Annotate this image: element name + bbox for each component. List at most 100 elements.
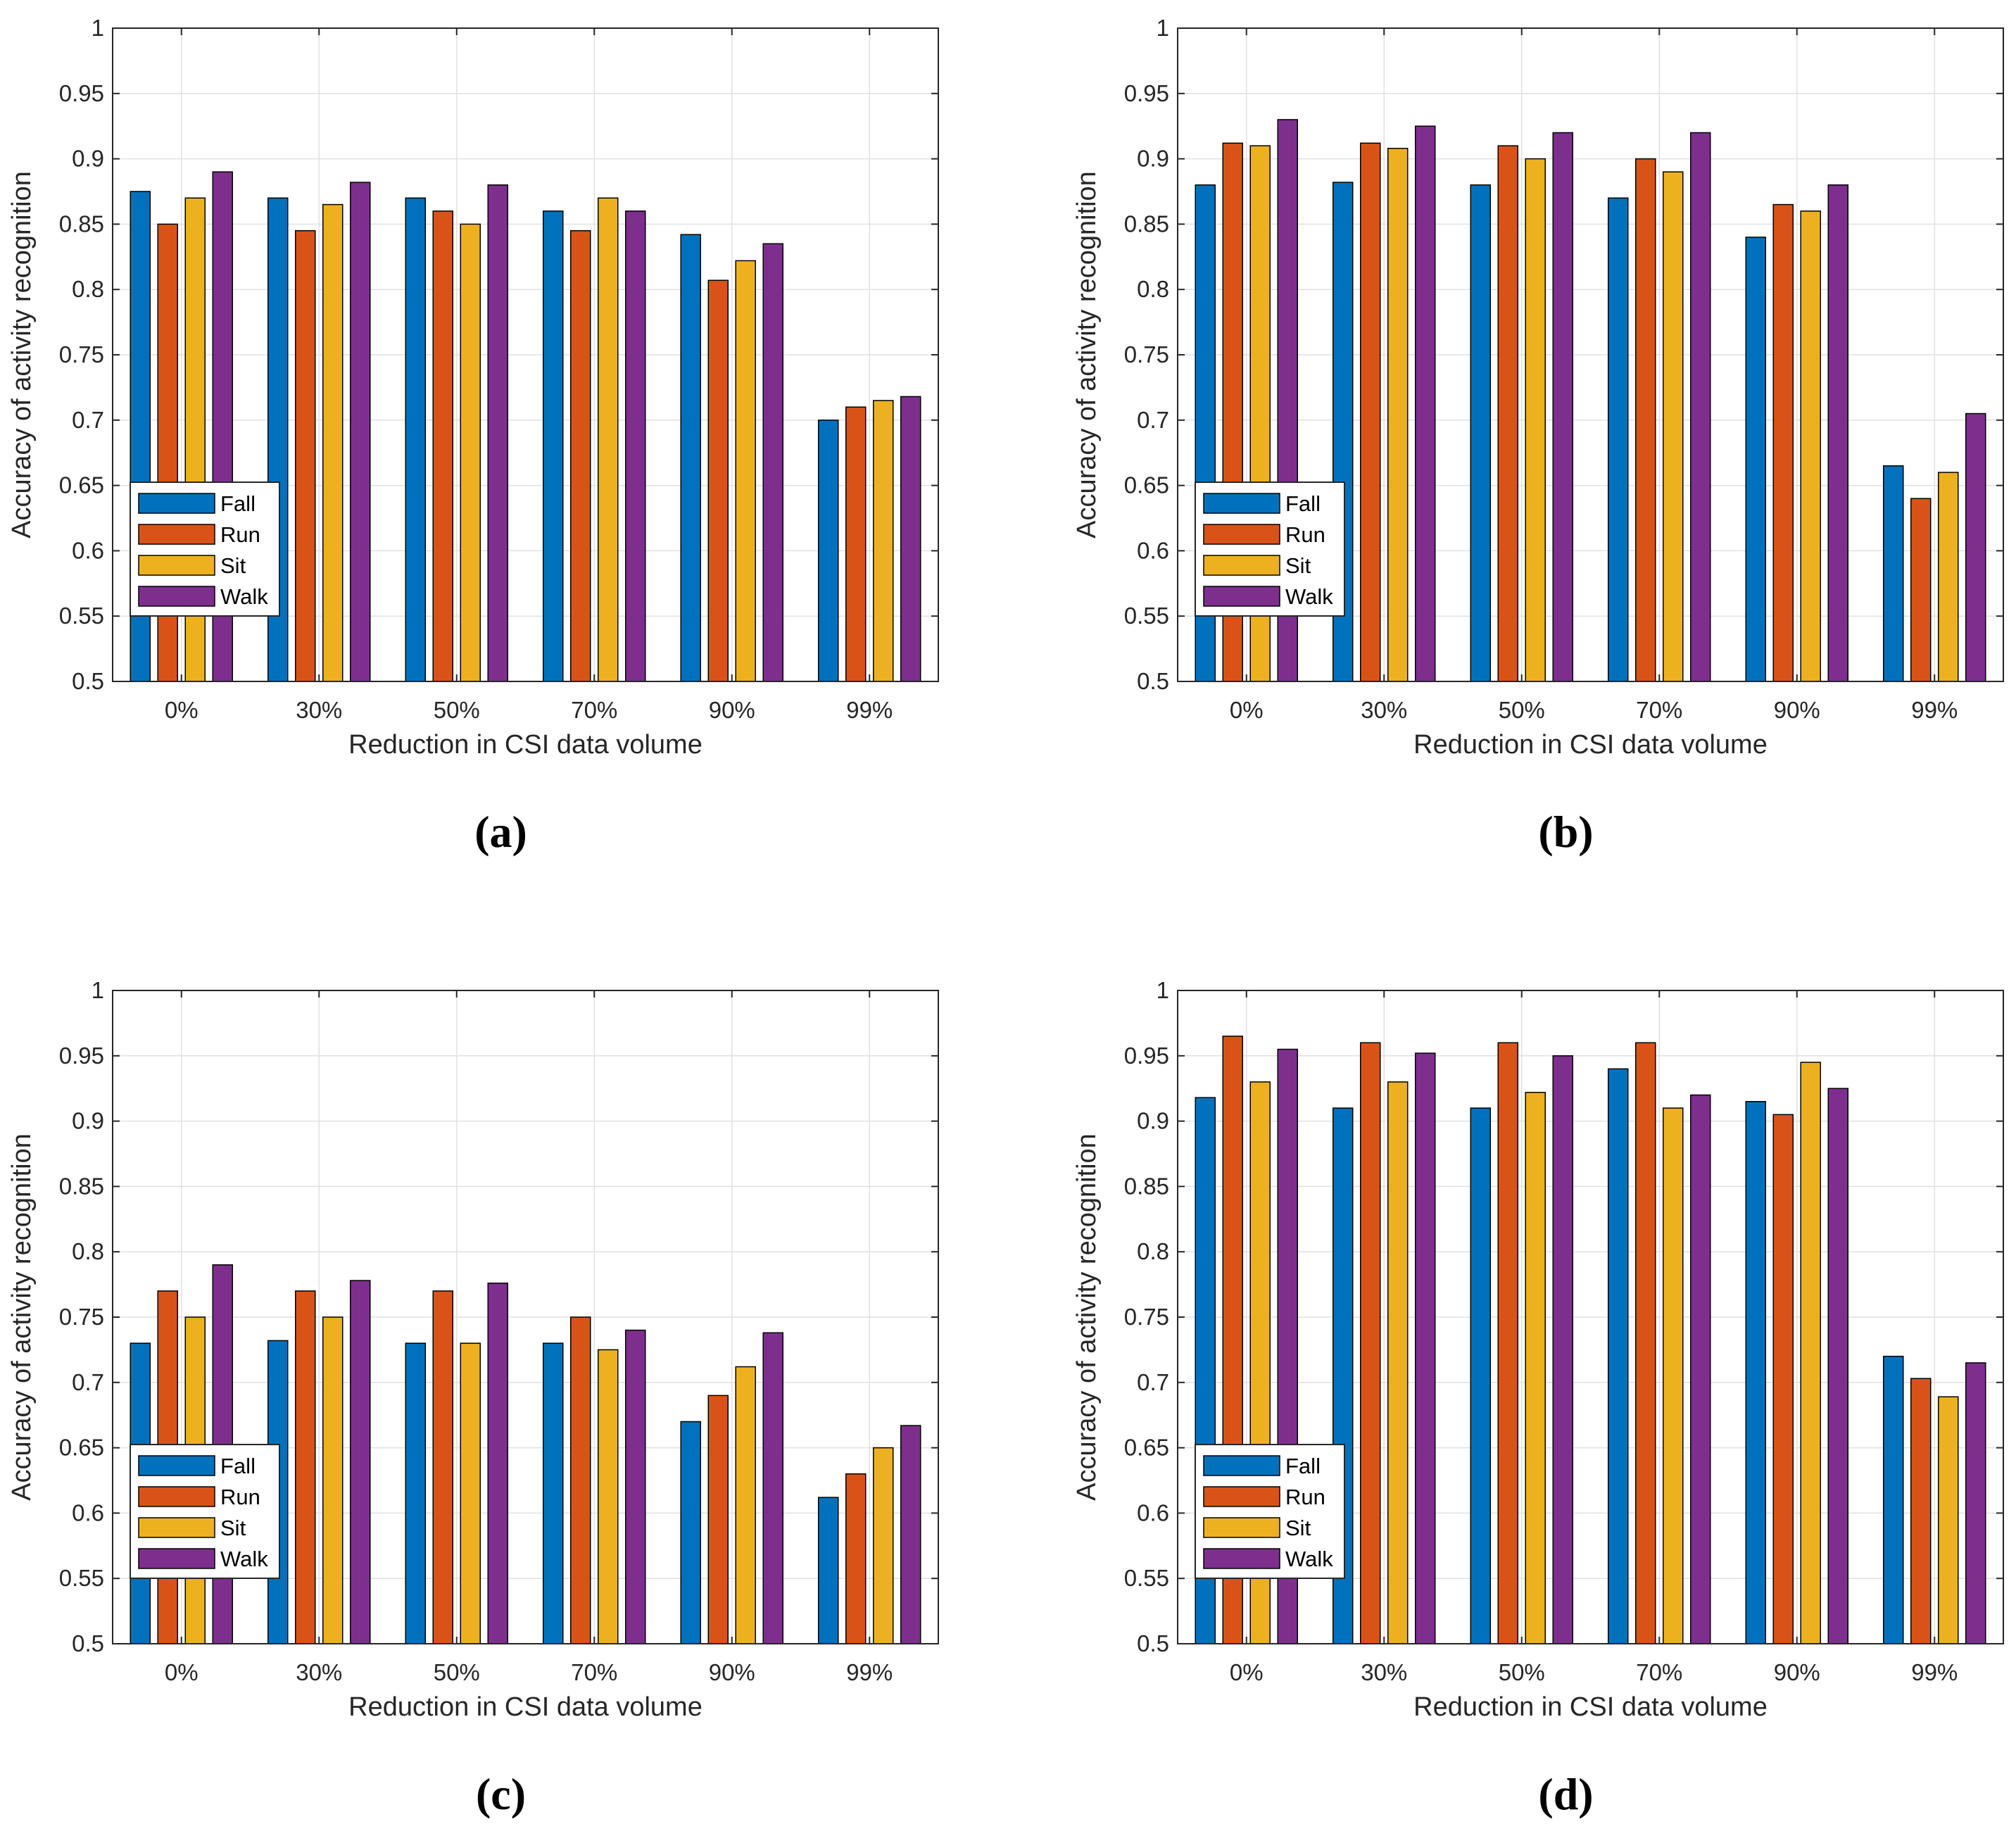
bar-run-99pct [1910,498,1932,682]
bar-sit-90pct [1800,1062,1821,1644]
bar-run-99pct [845,406,867,682]
y-tick-label: 1 [1157,977,1169,1003]
x-tick-label: 70% [1636,1659,1682,1685]
bar-walk-90pct [1827,1088,1848,1644]
y-tick-label: 0.7 [72,407,104,433]
bar-fall-90pct [680,234,701,682]
bar-sit-90pct [1800,210,1821,682]
y-tick-label: 0.75 [1124,1304,1169,1330]
legend-swatch-run [138,1486,215,1507]
bar-walk-30pct [350,182,371,682]
bar-walk-30pct [1415,125,1436,682]
x-tick-label: 30% [1361,1659,1407,1685]
x-tick-label: 99% [846,697,893,723]
bar-fall-70pct [1608,1068,1629,1644]
bar-walk-99pct [900,1425,921,1644]
y-tick-label: 0.65 [59,1435,104,1461]
bar-walk-50pct [487,1282,508,1644]
y-tick-label: 0.8 [1137,1238,1169,1264]
bar-run-70pct [1635,1042,1656,1644]
legend-label-sit: Sit [220,1516,246,1540]
legend-swatch-walk [1203,586,1280,607]
y-tick-label: 0.65 [1124,472,1169,498]
y-tick-label: 0.9 [1137,1108,1169,1134]
bar-sit-90pct [735,1366,756,1644]
legend: Fall Run Sit Walk [130,482,280,617]
bar-run-99pct [845,1473,867,1644]
chart-panel-c: 0.5 0.55 0.6 0.65 0.7 0.75 0.8 0.85 0.9 0.95 1 0% 30… [7,977,939,1819]
legend-label-sit: Sit [1285,553,1311,578]
legend-swatch-walk [1203,1548,1280,1569]
legend-label-fall: Fall [220,1454,256,1478]
bar-fall-70pct [543,1342,564,1644]
bar-run-50pct [1497,1042,1518,1644]
y-tick-label: 0.8 [72,1238,104,1264]
bar-sit-50pct [460,223,481,682]
bar-walk-50pct [1552,132,1573,682]
x-tick-label: 90% [1774,1659,1820,1685]
legend-swatch-sit [1203,1517,1280,1538]
x-tick-label: 50% [1499,697,1545,723]
bar-fall-50pct [1470,184,1491,682]
x-tick-label: 30% [296,697,342,723]
bar-fall-99pct [1883,465,1904,682]
bar-run-90pct [1772,203,1794,682]
y-tick-label: 0.6 [1137,1499,1169,1525]
bar-run-30pct [295,229,316,682]
bar-fall-90pct [1745,237,1766,682]
x-tick-label: 50% [434,1659,480,1685]
legend-label-fall: Fall [1285,1454,1321,1478]
legend-label-run: Run [220,1485,260,1509]
y-tick-label: 0.6 [1137,537,1169,563]
y-axis-label: Accuracy of activity recognition [1072,1133,1102,1501]
y-tick-label: 0.7 [1137,1369,1169,1395]
x-tick-label: 99% [846,1659,893,1685]
bar-sit-50pct [460,1342,481,1644]
panel-label: (a) [474,807,527,857]
bar-run-99pct [1910,1378,1932,1644]
y-tick-label: 1 [92,15,104,41]
bar-sit-99pct [1938,1396,1959,1644]
bar-fall-70pct [1608,197,1629,682]
legend-swatch-run [138,524,215,545]
x-axis-label: Reduction in CSI data volume [1413,730,1768,760]
legend-label-sit: Sit [220,553,246,578]
legend: Fall Run Sit Walk [1195,1444,1345,1579]
y-tick-label: 0.65 [1124,1435,1169,1461]
y-axis-label: Accuracy of activity recognition [7,1133,37,1501]
bar-fall-70pct [543,210,564,682]
bar-fall-50pct [405,197,426,682]
y-tick-label: 0.8 [72,276,104,302]
panel-label: (c) [476,1769,526,1819]
y-tick-label: 0.55 [1124,1565,1169,1591]
y-tick-label: 0.55 [1124,603,1169,629]
bar-walk-90pct [762,1332,783,1644]
bar-run-30pct [295,1290,316,1644]
x-tick-label: 70% [571,1659,617,1685]
bar-run-90pct [1772,1114,1794,1644]
legend-swatch-fall [1203,493,1280,514]
x-tick-label: 50% [434,697,480,723]
bar-run-50pct [1497,145,1518,682]
legend-swatch-walk [138,586,215,607]
y-tick-label: 0.5 [1137,668,1169,694]
bar-walk-70pct [1690,1094,1711,1644]
chart-panel-b: 0.5 0.55 0.6 0.65 0.7 0.75 0.8 0.85 0.9 0.95 1 0% 30… [1072,15,2004,857]
bar-fall-50pct [405,1342,426,1644]
bar-sit-50pct [1525,158,1546,682]
legend-label-fall: Fall [220,491,256,516]
x-tick-label: 30% [1361,697,1407,723]
legend-label-walk: Walk [220,1547,268,1571]
x-tick-label: 99% [1911,1659,1958,1685]
y-tick-label: 0.55 [59,1565,104,1591]
bar-run-50pct [432,1290,453,1644]
x-axis-label: Reduction in CSI data volume [348,730,703,760]
bar-run-70pct [570,229,591,682]
y-tick-label: 0.95 [59,1043,104,1069]
bar-walk-99pct [900,396,921,682]
legend: Fall Run Sit Walk [130,1444,280,1579]
x-axis-label: Reduction in CSI data volume [348,1692,703,1722]
y-tick-label: 0.8 [1137,276,1169,302]
bar-walk-99pct [1965,1362,1986,1644]
x-tick-label: 70% [1636,697,1682,723]
